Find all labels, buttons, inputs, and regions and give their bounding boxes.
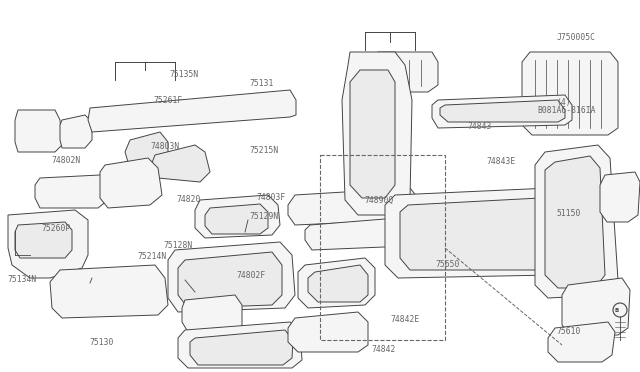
Polygon shape [125,132,168,165]
Ellipse shape [561,107,583,117]
Polygon shape [150,145,210,182]
Polygon shape [372,52,438,92]
Polygon shape [400,198,548,270]
Text: 74820: 74820 [176,195,200,203]
Ellipse shape [561,87,583,97]
Text: 75135N: 75135N [170,70,199,79]
Polygon shape [15,110,62,152]
Polygon shape [440,100,565,122]
Text: 75129N: 75129N [250,212,279,221]
Text: 75261F: 75261F [154,96,183,105]
Polygon shape [88,90,296,132]
Polygon shape [190,330,293,365]
Text: B: B [615,308,619,312]
Polygon shape [548,322,615,362]
Text: 74843E: 74843E [486,157,516,166]
Polygon shape [8,210,88,278]
Polygon shape [535,145,618,298]
Text: 75610: 75610 [557,327,581,336]
Polygon shape [178,322,302,368]
Polygon shape [522,52,618,135]
Text: 75650: 75650 [435,260,460,269]
Polygon shape [545,156,605,288]
Text: 74802F: 74802F [237,271,266,280]
Polygon shape [385,188,562,278]
Polygon shape [35,175,108,208]
Text: 74843: 74843 [467,122,492,131]
Text: 75260P: 75260P [42,224,71,233]
Ellipse shape [561,67,583,77]
Text: 74803F: 74803F [256,193,285,202]
Circle shape [613,303,627,317]
Bar [320,155,445,340]
Text: (4): (4) [557,98,572,107]
Ellipse shape [452,221,497,249]
Polygon shape [182,295,242,332]
Text: 74842E: 74842E [390,315,420,324]
Ellipse shape [500,241,520,255]
Polygon shape [298,258,375,308]
Text: 74842: 74842 [371,345,396,354]
Polygon shape [205,204,268,234]
Polygon shape [178,252,282,308]
Text: 75134N: 75134N [8,275,37,283]
Text: 75215N: 75215N [250,146,279,155]
Polygon shape [50,265,168,318]
Text: 75131: 75131 [250,79,274,88]
Polygon shape [288,312,368,352]
Polygon shape [342,52,412,215]
Polygon shape [305,215,442,250]
Text: 75128N: 75128N [163,241,193,250]
Polygon shape [350,70,395,198]
Polygon shape [288,188,418,225]
Text: 74802N: 74802N [51,156,81,165]
Polygon shape [562,278,630,335]
Text: 74803N: 74803N [150,142,180,151]
Polygon shape [195,195,280,238]
Polygon shape [100,158,162,208]
Text: B081A6-816IA: B081A6-816IA [538,106,596,115]
Text: 51150: 51150 [557,209,581,218]
Text: 74890Q: 74890Q [365,196,394,205]
Polygon shape [15,222,72,258]
Polygon shape [60,115,92,148]
Text: J750005C: J750005C [557,33,596,42]
Polygon shape [168,242,295,312]
Polygon shape [600,172,640,222]
Polygon shape [308,265,368,302]
Polygon shape [432,95,572,128]
Text: 75214N: 75214N [138,252,167,261]
Text: 75130: 75130 [90,338,114,347]
